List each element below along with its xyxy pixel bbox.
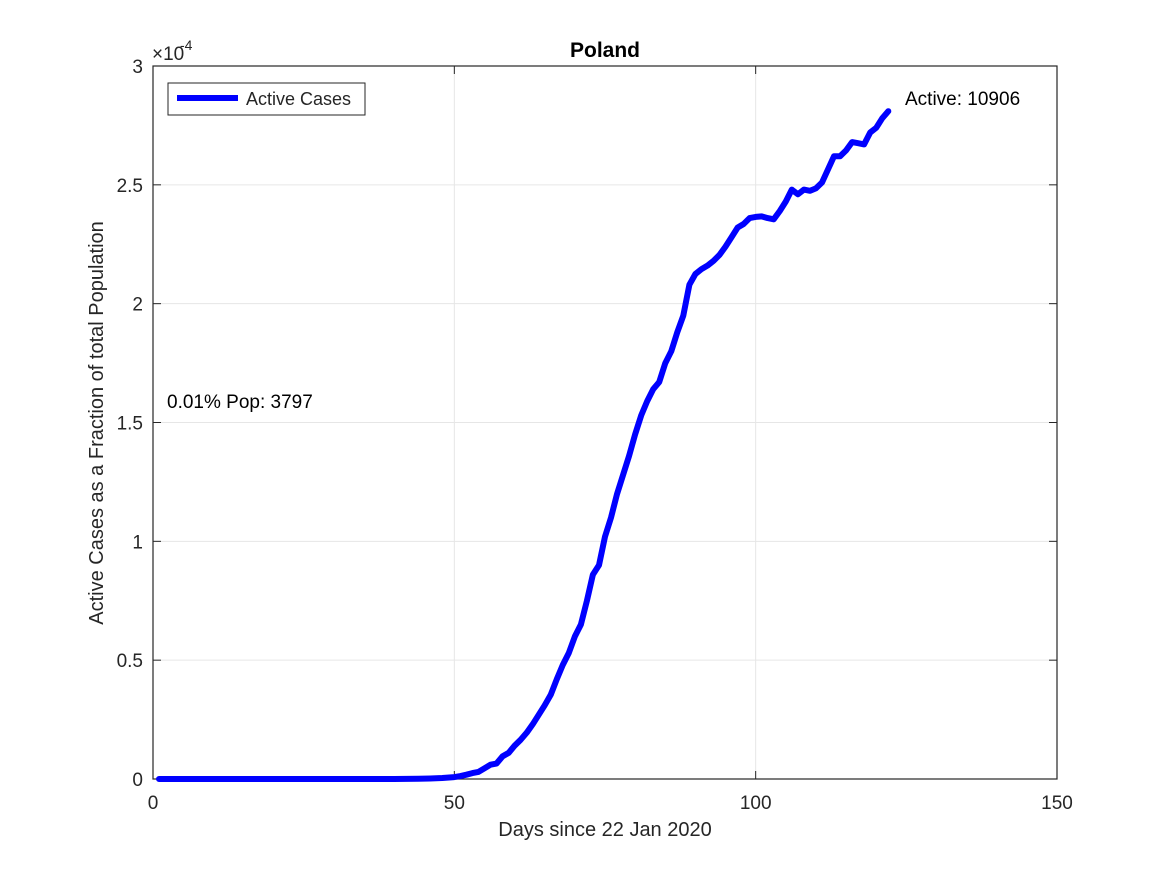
x-tick-label: 50: [444, 793, 465, 814]
y-tick-label: 2: [132, 295, 143, 316]
x-axis-label: Days since 22 Jan 2020: [498, 819, 711, 841]
grid-lines: [153, 66, 1057, 779]
legend: Active Cases: [167, 82, 366, 116]
legend-label: Active Cases: [246, 89, 351, 109]
y-tick-label: 2.5: [117, 176, 143, 197]
x-tick-label: 100: [740, 793, 772, 814]
y-scale-exponent-value: -4: [180, 37, 193, 53]
axis-ticks: 0 50 100 150 0 0.5 1 1.5 2 2.5 3: [117, 57, 1073, 814]
x-tick-label: 0: [148, 793, 159, 814]
y-tick-label: 1: [132, 532, 143, 553]
x-tick-label: 150: [1041, 793, 1073, 814]
chart-title: Poland: [570, 39, 640, 62]
y-tick-label: 3: [132, 57, 143, 78]
y-tick-label: 0.5: [117, 651, 143, 672]
y-axis-label: Active Cases as a Fraction of total Popu…: [86, 221, 108, 625]
y-scale-exponent: ×10 -4: [152, 37, 193, 65]
series-line-active-cases: [156, 108, 892, 782]
y-scale-times: ×10: [152, 44, 184, 65]
annotation-active: Active: 10906: [905, 89, 1020, 110]
annotation-pop: 0.01% Pop: 3797: [167, 392, 313, 413]
y-tick-label: 0: [132, 770, 143, 791]
y-tick-label: 1.5: [117, 414, 143, 435]
